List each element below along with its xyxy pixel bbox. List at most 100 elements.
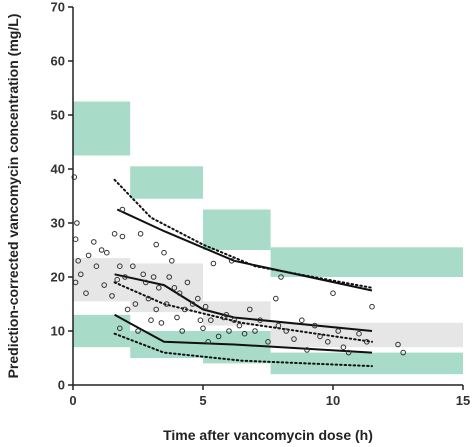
data-point xyxy=(205,339,211,345)
data-point xyxy=(143,279,149,286)
data-point xyxy=(74,220,80,226)
data-point xyxy=(78,271,84,278)
data-point xyxy=(158,320,165,326)
line-predicted-median xyxy=(113,281,373,343)
data-point xyxy=(153,306,159,313)
data-point xyxy=(150,274,157,280)
y-tick-label: 50 xyxy=(51,108,65,123)
data-point xyxy=(252,328,258,334)
data-point xyxy=(171,285,178,291)
data-point xyxy=(304,347,310,353)
data-point xyxy=(215,333,222,340)
data-point xyxy=(223,312,230,318)
data-point xyxy=(226,328,232,334)
y-tick-label: 60 xyxy=(51,54,65,69)
data-point xyxy=(137,231,144,237)
x-tick-label: 0 xyxy=(69,393,76,408)
data-point xyxy=(145,295,152,302)
data-point xyxy=(182,306,188,313)
data-point xyxy=(176,290,183,297)
data-point xyxy=(83,290,89,297)
x-axis-title: Time after vancomycin dose (h) xyxy=(163,427,373,443)
data-point xyxy=(200,325,206,332)
data-point xyxy=(114,276,120,283)
band-upper-ci-bin-2 xyxy=(130,166,203,199)
x-tick-label: 15 xyxy=(456,393,470,408)
axes: 0 10 20 30 40 50 60 70 0 5 10 15 xyxy=(51,0,471,408)
data-point xyxy=(340,344,347,351)
band-upper-ci-bin-4 xyxy=(270,247,463,277)
y-tick-label: 40 xyxy=(51,162,65,177)
data-point xyxy=(119,206,126,213)
data-point xyxy=(124,306,131,313)
data-point xyxy=(210,260,217,267)
data-point xyxy=(202,303,209,310)
data-point xyxy=(153,241,159,248)
band-median-ci-bin-4 xyxy=(270,322,463,348)
data-point xyxy=(189,301,196,307)
data-point xyxy=(169,258,175,264)
data-point xyxy=(364,339,370,345)
data-point xyxy=(117,263,123,270)
line-predicted-lower xyxy=(113,332,373,368)
data-point xyxy=(275,322,282,329)
y-tick-label: 30 xyxy=(51,216,65,231)
y-tick-label: 0 xyxy=(58,378,65,393)
data-point xyxy=(148,317,154,324)
data-point xyxy=(291,336,297,342)
data-point xyxy=(228,258,235,264)
data-point xyxy=(72,236,79,242)
line-observed-lower xyxy=(114,313,373,354)
data-point xyxy=(257,317,264,324)
data-point xyxy=(369,303,375,310)
data-point xyxy=(195,295,201,302)
data-point xyxy=(299,317,305,324)
data-point xyxy=(85,252,92,259)
data-point xyxy=(91,239,97,245)
data-point xyxy=(156,285,162,291)
band-lower-ci-bin-4 xyxy=(270,352,463,375)
data-point xyxy=(132,301,139,307)
data-point xyxy=(109,293,115,299)
y-tick-label: 20 xyxy=(51,270,65,285)
x-tick-label: 5 xyxy=(199,393,206,408)
data-point xyxy=(278,274,284,280)
data-point xyxy=(247,306,253,313)
data-point xyxy=(283,328,290,334)
data-point xyxy=(236,322,243,329)
data-point xyxy=(231,317,237,324)
band-median-ci-bin-1 xyxy=(73,258,131,302)
data-point xyxy=(71,174,78,180)
confidence-bands xyxy=(73,101,463,375)
data-point xyxy=(122,274,128,280)
data-point xyxy=(395,341,401,348)
y-tick-label: 10 xyxy=(51,324,65,339)
data-point xyxy=(317,333,323,340)
data-point xyxy=(93,263,100,270)
data-point xyxy=(330,290,336,297)
x-ticks: 0 5 10 15 xyxy=(69,385,470,408)
data-point xyxy=(75,258,81,264)
data-point xyxy=(335,328,342,334)
data-point xyxy=(104,249,110,256)
data-point xyxy=(312,322,318,329)
data-point xyxy=(325,339,331,345)
data-point xyxy=(208,317,214,324)
data-point xyxy=(111,231,118,237)
data-point xyxy=(241,330,248,337)
data-point xyxy=(273,295,279,302)
line-predicted-upper xyxy=(113,178,373,289)
data-point xyxy=(356,330,362,337)
band-median-ci-bin-3 xyxy=(203,301,271,326)
data-point xyxy=(135,328,141,334)
data-point xyxy=(265,339,271,345)
data-point xyxy=(101,282,107,288)
data-point xyxy=(119,233,126,240)
data-point xyxy=(184,279,191,286)
data-point xyxy=(163,301,170,307)
observation-points xyxy=(71,174,407,356)
data-point xyxy=(130,263,136,270)
band-lower-ci-bin-1 xyxy=(73,314,131,348)
data-point xyxy=(179,328,185,334)
